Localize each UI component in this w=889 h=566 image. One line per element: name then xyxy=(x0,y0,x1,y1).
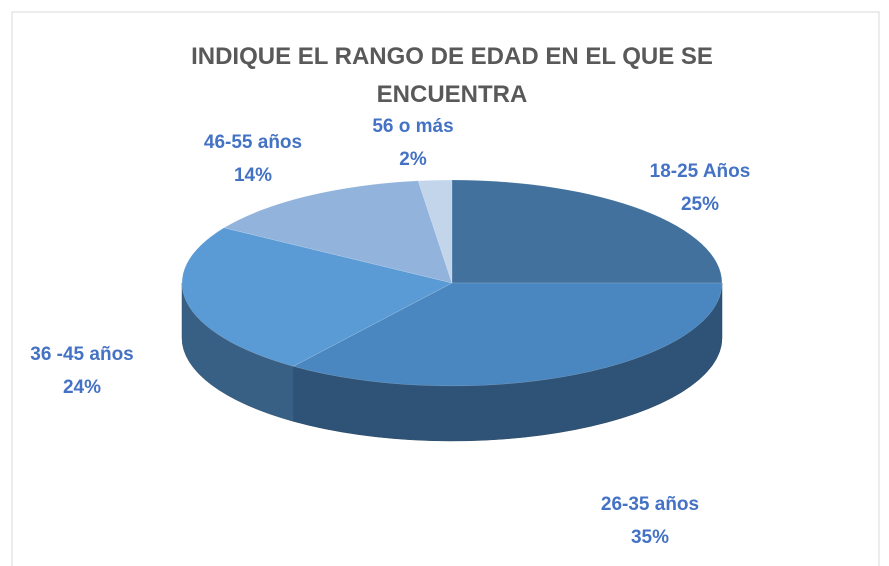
data-label-value: 14% xyxy=(234,165,272,186)
data-label-value: 24% xyxy=(63,377,101,398)
data-label-value: 25% xyxy=(681,194,719,215)
slice xyxy=(451,179,723,284)
data-label-name: 46-55 años xyxy=(204,132,302,153)
slice xyxy=(292,282,723,387)
slice xyxy=(417,179,453,284)
chart-title: INDIQUE EL RANGO DE EDAD EN EL QUE SE EN… xyxy=(191,43,713,108)
slice xyxy=(223,180,453,284)
frame xyxy=(11,11,880,566)
data-label-value: 35% xyxy=(631,527,669,548)
data-label-value: 2% xyxy=(399,149,427,170)
data-label-name: 18-25 Años xyxy=(650,161,751,182)
data-label-name: 26-35 años xyxy=(601,494,699,515)
slice xyxy=(181,227,453,367)
data-label-name: 36 -45 años xyxy=(30,344,134,365)
data-label-name: 56 o más xyxy=(372,116,453,137)
